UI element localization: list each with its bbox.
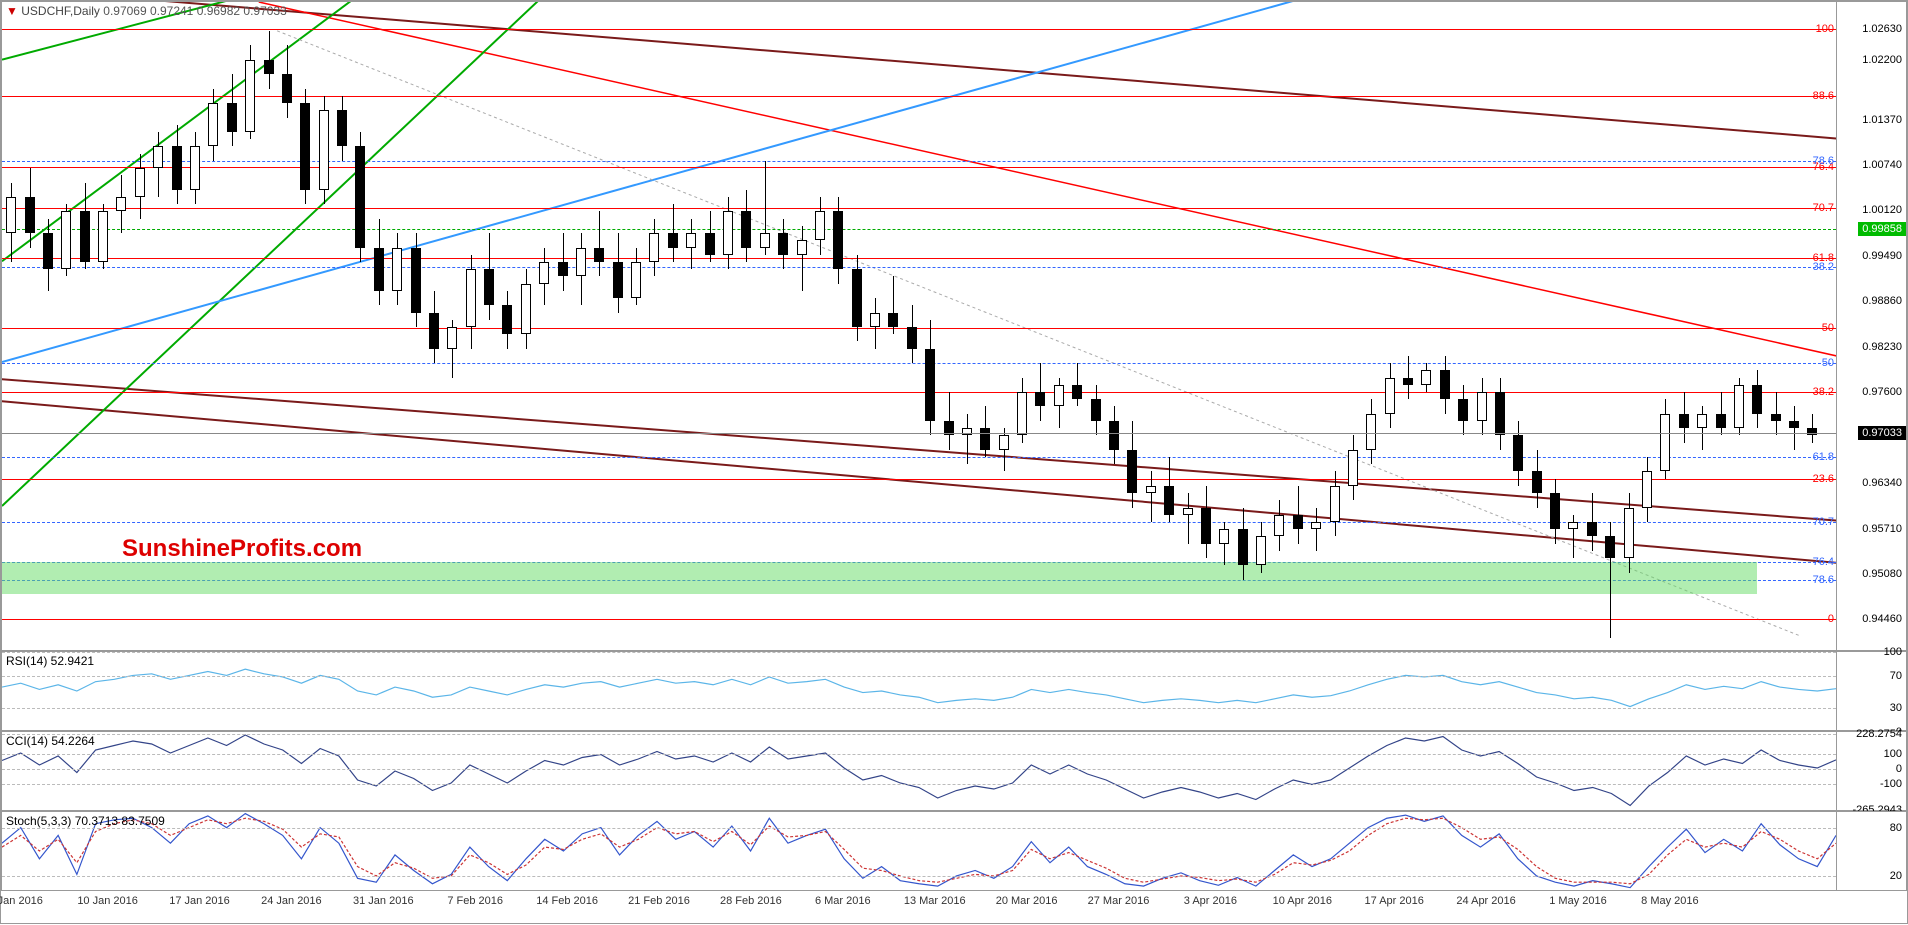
cci-label: CCI(14) 54.2264 <box>6 734 95 748</box>
stoch-yaxis: 2080 <box>1836 812 1906 890</box>
main-yaxis: 1.026301.022001.013701.007401.001200.994… <box>1836 2 1906 650</box>
symbol-label: USDCHF,Daily <box>21 4 100 18</box>
cci-yaxis: -265.2943-1000100228.2754 <box>1836 732 1906 810</box>
main-chart-area[interactable]: ▼ USDCHF,Daily 0.97069 0.97241 0.96982 0… <box>2 2 1836 650</box>
cci-area[interactable]: CCI(14) 54.2264 <box>2 732 1836 810</box>
chart-title: ▼ USDCHF,Daily 0.97069 0.97241 0.96982 0… <box>6 4 287 18</box>
watermark: SunshineProfits.com <box>122 535 362 563</box>
x-axis: 3 Jan 201610 Jan 201617 Jan 201624 Jan 2… <box>1 891 1907 925</box>
rsi-svg <box>2 652 1836 730</box>
stoch-label: Stoch(5,3,3) 70.3713 83.7509 <box>6 814 165 828</box>
ohlc-label: 0.97069 0.97241 0.96982 0.97033 <box>103 4 287 18</box>
chart-container: ▼ USDCHF,Daily 0.97069 0.97241 0.96982 0… <box>0 0 1908 924</box>
cci-panel[interactable]: CCI(14) 54.2264 -265.2943-1000100228.275… <box>1 731 1907 811</box>
main-price-panel[interactable]: ▼ USDCHF,Daily 0.97069 0.97241 0.96982 0… <box>1 1 1907 651</box>
stoch-area[interactable]: Stoch(5,3,3) 70.3713 83.7509 <box>2 812 1836 890</box>
cci-svg <box>2 732 1836 810</box>
rsi-label: RSI(14) 52.9421 <box>6 654 94 668</box>
stoch-panel[interactable]: Stoch(5,3,3) 70.3713 83.7509 2080 <box>1 811 1907 891</box>
rsi-yaxis: 03070100 <box>1836 652 1906 730</box>
stoch-svg <box>2 812 1836 890</box>
rsi-panel[interactable]: RSI(14) 52.9421 03070100 <box>1 651 1907 731</box>
rsi-area[interactable]: RSI(14) 52.9421 <box>2 652 1836 730</box>
